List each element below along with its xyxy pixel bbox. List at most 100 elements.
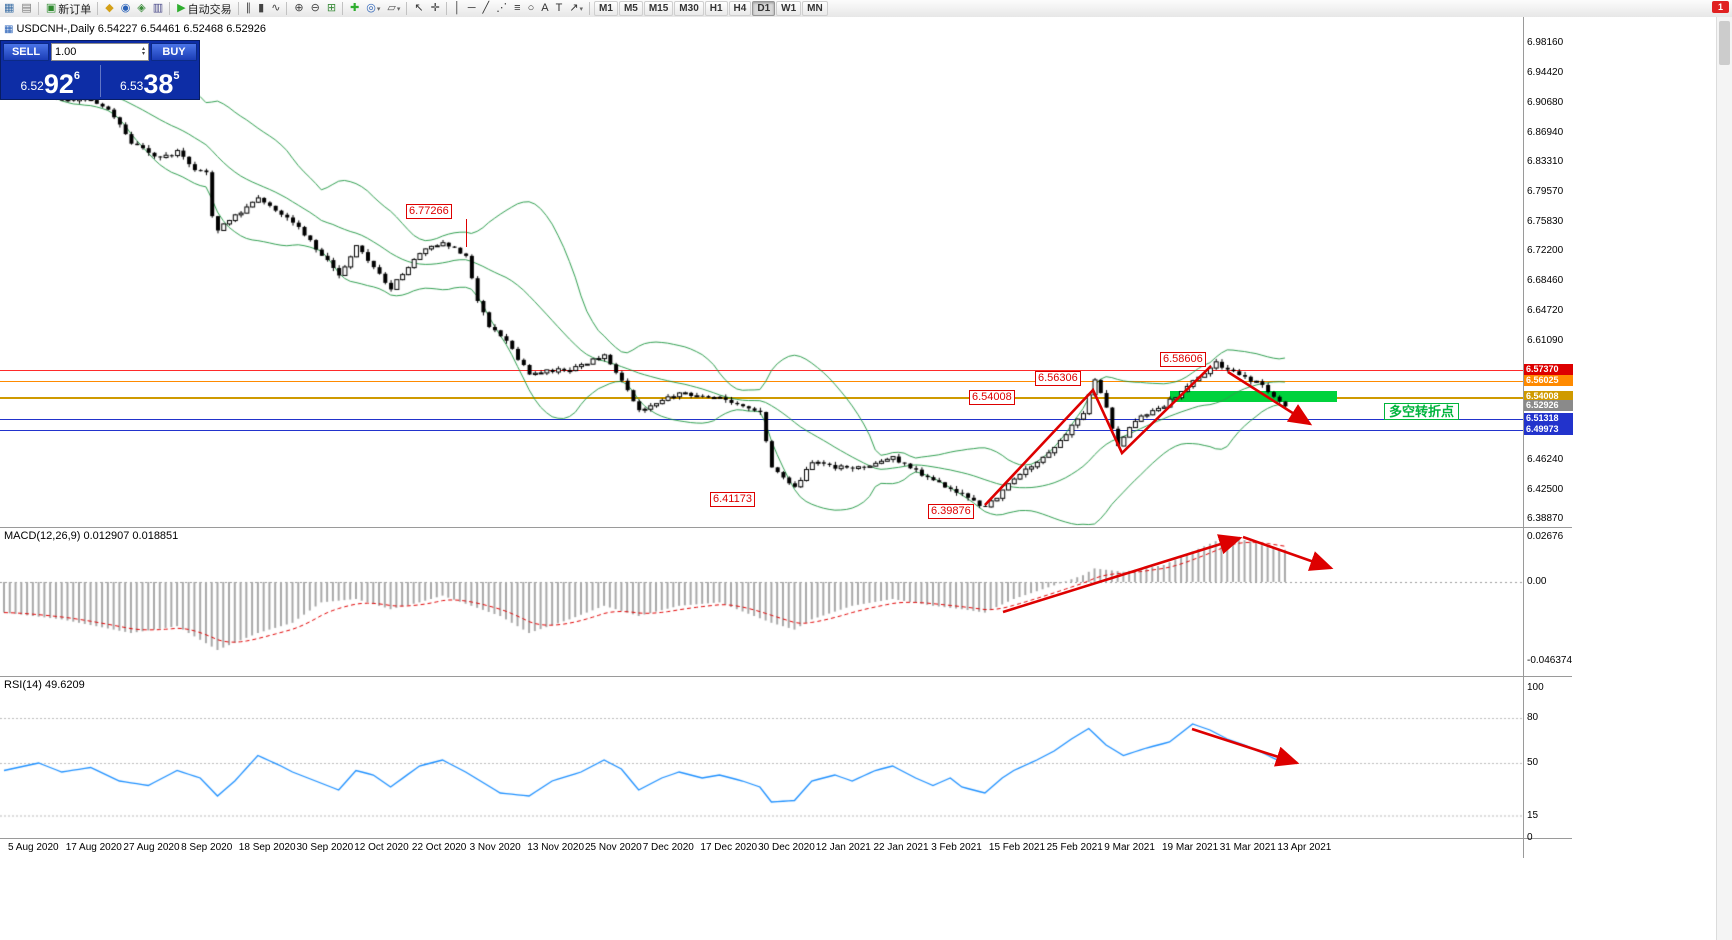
arrows-button[interactable]: ↗ ▾ xyxy=(566,0,586,17)
ellipse-button[interactable]: ○ xyxy=(525,0,538,17)
timeframe-mn-button[interactable]: MN xyxy=(802,1,828,16)
new-chart-icon: ▦ xyxy=(4,2,15,14)
price-callout[interactable]: 6.39876 xyxy=(928,504,974,519)
autotrading-button[interactable]: ▶ 自动交易 xyxy=(174,0,234,17)
panel-separator[interactable] xyxy=(0,676,1572,677)
timeframe-d1-button[interactable]: D1 xyxy=(752,1,776,16)
date-label: 30 Dec 2020 xyxy=(758,842,815,853)
volume-stepper-down-icon[interactable]: ▾ xyxy=(141,51,145,57)
rsi-axis-label: 50 xyxy=(1527,757,1539,768)
navigator-button[interactable]: ◈ xyxy=(134,0,148,17)
toolbar-separator xyxy=(589,2,591,15)
timeframe-h1-button[interactable]: H1 xyxy=(704,1,728,16)
volume-input[interactable]: 1.00 ▴ ▾ xyxy=(51,43,149,61)
price-axis-label: 6.68460 xyxy=(1527,275,1564,287)
chart-workspace: ▦ USDCNH-,Daily 6.54227 6.54461 6.52468 … xyxy=(0,17,1732,940)
tile-windows-button[interactable]: ⊞ xyxy=(324,0,339,17)
tile-windows-icon: ⊞ xyxy=(326,2,337,14)
line-chart-type-icon: ∿ xyxy=(271,2,281,14)
templates-icon: ▱ xyxy=(387,2,396,14)
text-button[interactable]: A xyxy=(538,0,551,17)
rsi-axis-label: 15 xyxy=(1527,809,1539,821)
sell-price[interactable]: 6.52 92 6 xyxy=(1,63,100,99)
candlestick-chart-type-icon: ▮ xyxy=(258,2,265,14)
templates-button[interactable]: ▱ ▾ xyxy=(384,0,403,17)
price-callout[interactable]: 6.77266 xyxy=(406,204,452,219)
date-axis[interactable]: 5 Aug 2020 17 Aug 2020 27 Aug 2020 8 Sep 20… xyxy=(0,838,1523,860)
toolbar-separator xyxy=(237,2,239,15)
data-window-button[interactable]: ◉ xyxy=(118,0,134,17)
date-label: 17 Dec 2020 xyxy=(700,842,758,853)
horizontal-line-button[interactable]: ─ xyxy=(465,0,479,17)
ellipse-icon: ○ xyxy=(527,2,535,14)
scrollbar-thumb[interactable] xyxy=(1719,21,1730,65)
price-callout[interactable]: 6.41173 xyxy=(710,492,755,507)
bar-chart-type-button[interactable]: ∥ xyxy=(243,0,255,17)
sell-button[interactable]: SELL xyxy=(3,43,49,61)
candlestick-chart-type-button[interactable]: ▮ xyxy=(255,0,267,17)
macd-panel-canvas[interactable] xyxy=(0,527,1523,676)
zoom-out-button[interactable]: ⊖ xyxy=(308,0,323,17)
toolbar-separator xyxy=(97,2,99,15)
date-label: 30 Sep 2020 xyxy=(296,842,354,853)
new-order-button[interactable]: ▣ 新订单 xyxy=(43,0,94,17)
macd-axis-label: 0.00 xyxy=(1527,576,1547,587)
turning-point-label[interactable]: 多空转折点 xyxy=(1384,403,1460,420)
indicators-button[interactable]: ✚ xyxy=(347,0,362,17)
vertical-scrollbar[interactable] xyxy=(1716,17,1732,940)
autotrading-button-label: 自动交易 xyxy=(187,3,232,16)
buy-price[interactable]: 6.53 38 5 xyxy=(101,63,200,99)
indicator-list-dropdown-icon[interactable]: ▾ xyxy=(376,5,381,13)
arrows-icon: ↗ xyxy=(569,2,579,14)
data-window-icon: ◉ xyxy=(120,2,131,14)
toolbar-separator xyxy=(37,2,39,15)
price-axis[interactable]: 6.98160 6.94420 6.90680 6.86940 6.83310 6.795… xyxy=(1524,17,1584,858)
rsi-axis-label: 0 xyxy=(1527,832,1533,843)
timeframe-m5-button[interactable]: M5 xyxy=(618,1,643,16)
equidistant-channel-button[interactable]: ⋰ xyxy=(493,0,510,17)
fibonacci-button[interactable]: ≡ xyxy=(511,0,523,17)
chart-profiles-button[interactable]: ▤ xyxy=(18,0,34,17)
navigator-icon: ◈ xyxy=(137,2,146,14)
zoom-out-icon: ⊖ xyxy=(310,2,320,14)
main-chart-canvas[interactable] xyxy=(0,17,1523,527)
timeframe-m1-button[interactable]: M1 xyxy=(594,1,618,16)
terminal-button[interactable]: ▥ xyxy=(150,0,166,17)
zoom-in-button[interactable]: ⊕ xyxy=(291,0,306,17)
date-label: 22 Oct 2020 xyxy=(411,842,467,853)
cursor-button[interactable]: ↖ xyxy=(411,0,426,17)
price-axis-label: 6.72200 xyxy=(1527,245,1564,257)
text-label-button[interactable]: T xyxy=(553,0,566,17)
rsi-label: RSI(14) 49.6209 xyxy=(4,679,85,691)
timeframe-m15-button[interactable]: M15 xyxy=(643,1,674,16)
date-label: 15 Feb 2021 xyxy=(988,842,1046,853)
vertical-line-button[interactable]: │ xyxy=(451,0,464,17)
rsi-panel-canvas[interactable] xyxy=(0,676,1523,838)
buy-button[interactable]: BUY xyxy=(151,43,197,61)
panel-separator[interactable] xyxy=(0,838,1572,839)
new-order-button-label: 新订单 xyxy=(58,3,92,16)
new-chart-button[interactable]: ▦ xyxy=(1,0,17,17)
trendline-button[interactable]: ╱ xyxy=(480,0,493,17)
price-callout[interactable]: 6.58606 xyxy=(1160,352,1206,367)
volume-stepper-up-icon[interactable]: ▴ xyxy=(141,46,145,52)
price-callout[interactable]: 6.54008 xyxy=(969,390,1015,405)
price-tag-6.57370: 6.57370 xyxy=(1524,364,1573,376)
market-watch-button[interactable]: ◆ xyxy=(102,0,116,17)
panel-separator[interactable] xyxy=(0,527,1572,528)
timeframe-m30-button[interactable]: M30 xyxy=(674,1,704,16)
line-chart-type-button[interactable]: ∿ xyxy=(268,0,283,17)
volume-value[interactable]: 1.00 xyxy=(55,46,77,58)
notification-badge[interactable]: 1 xyxy=(1712,1,1729,13)
templates-dropdown-icon[interactable]: ▾ xyxy=(396,5,401,13)
text-label-icon: T xyxy=(555,2,563,14)
arrows-dropdown-icon[interactable]: ▾ xyxy=(579,5,584,13)
date-label: 9 Mar 2021 xyxy=(1104,842,1155,853)
timeframe-h4-button[interactable]: H4 xyxy=(728,1,752,16)
volume-stepper[interactable]: ▴ ▾ xyxy=(141,46,145,57)
indicator-list-button[interactable]: ◎ ▾ xyxy=(363,0,383,17)
text-icon: A xyxy=(541,2,549,14)
timeframe-w1-button[interactable]: W1 xyxy=(776,1,802,16)
crosshair-button[interactable]: ✛ xyxy=(428,0,443,17)
price-callout[interactable]: 6.56306 xyxy=(1035,371,1081,386)
